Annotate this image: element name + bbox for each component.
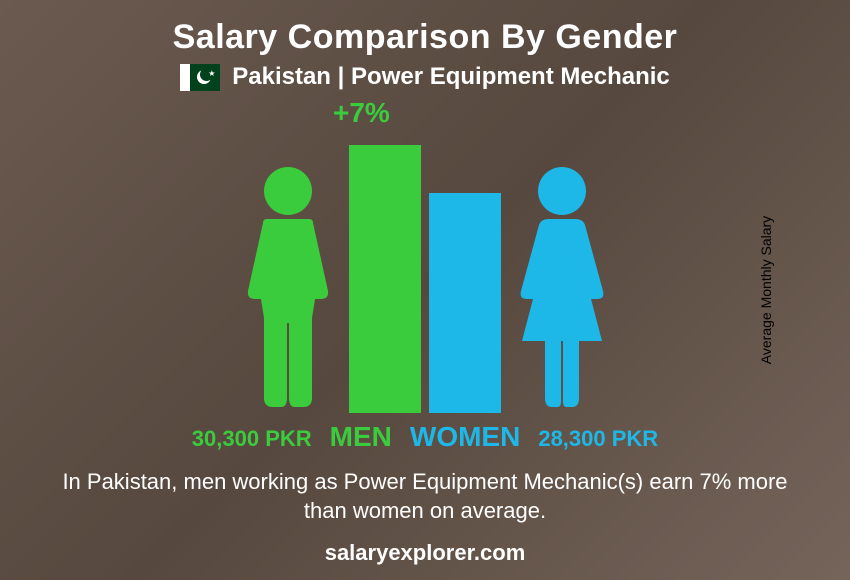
page-title: Salary Comparison By Gender	[173, 18, 678, 57]
women-group	[429, 163, 617, 413]
man-icon	[233, 163, 343, 413]
subtitle-text: Pakistan | Power Equipment Mechanic	[232, 63, 670, 91]
pakistan-flag-icon: ★	[180, 64, 220, 91]
women-salary: 28,300 PKR	[538, 426, 658, 452]
men-bar	[349, 145, 421, 413]
chart-area: +7%	[40, 101, 810, 413]
subtitle-row: ★ Pakistan | Power Equipment Mechanic	[180, 63, 670, 91]
percent-diff-label: +7%	[333, 97, 390, 129]
woman-icon	[507, 163, 617, 413]
women-bar	[429, 193, 501, 413]
women-label: WOMEN	[410, 421, 520, 453]
site-credit: salaryexplorer.com	[325, 540, 526, 566]
men-group	[233, 145, 421, 413]
men-salary: 30,300 PKR	[192, 426, 312, 452]
summary-text: In Pakistan, men working as Power Equipm…	[45, 467, 805, 526]
infographic-container: Salary Comparison By Gender ★ Pakistan |…	[0, 0, 850, 580]
yaxis-label: Average Monthly Salary	[758, 216, 774, 364]
labels-row: 30,300 PKR MEN WOMEN 28,300 PKR	[40, 421, 810, 453]
men-label: MEN	[330, 421, 392, 453]
